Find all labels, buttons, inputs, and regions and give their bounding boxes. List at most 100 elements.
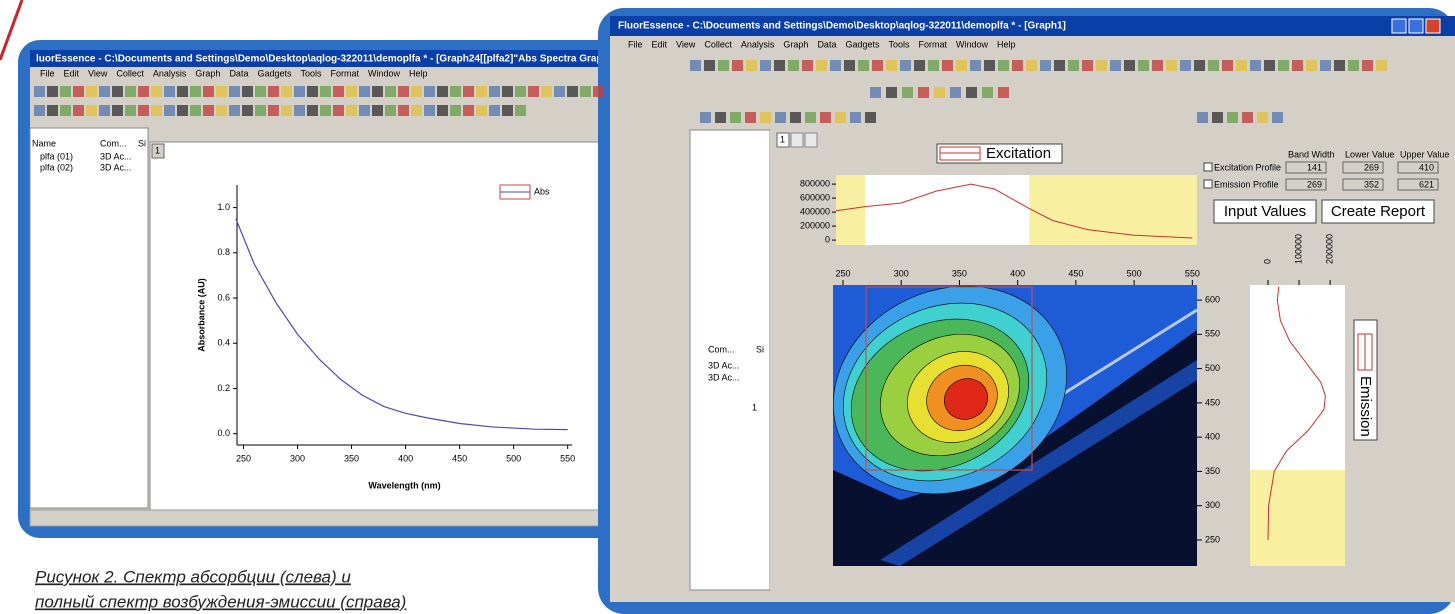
toolbar-button[interactable] [320, 86, 331, 97]
toolbar-button[interactable] [255, 86, 266, 97]
menu-item[interactable]: Help [997, 39, 1016, 49]
toolbar-button[interactable] [294, 86, 305, 97]
toolbar-button[interactable] [476, 86, 487, 97]
toolbar-button[interactable] [528, 86, 539, 97]
checkbox[interactable] [1204, 163, 1212, 171]
toolbar-button[interactable] [730, 112, 741, 123]
toolbar-button[interactable] [950, 87, 961, 98]
toolbar-button[interactable] [984, 60, 995, 71]
toolbar-button[interactable] [60, 86, 71, 97]
menu-item[interactable]: Window [368, 68, 401, 78]
toolbar-button[interactable] [1152, 60, 1163, 71]
toolbar-button[interactable] [320, 105, 331, 116]
menu-item[interactable]: View [676, 39, 696, 49]
menu-item[interactable]: Analysis [741, 39, 775, 49]
toolbar-button[interactable] [970, 60, 981, 71]
toolbar-button[interactable] [216, 105, 227, 116]
menu-item[interactable]: Analysis [153, 68, 187, 78]
toolbar-button[interactable] [86, 105, 97, 116]
toolbar-button[interactable] [746, 60, 757, 71]
toolbar-button[interactable] [437, 105, 448, 116]
toolbar-button[interactable] [515, 105, 526, 116]
toolbar-button[interactable] [515, 86, 526, 97]
toolbar-button[interactable] [1197, 112, 1208, 123]
toolbar-button[interactable] [1194, 60, 1205, 71]
toolbar-button[interactable] [86, 86, 97, 97]
menu-item[interactable]: Edit [652, 39, 668, 49]
toolbar-button[interactable] [1012, 60, 1023, 71]
toolbar-button[interactable] [255, 105, 266, 116]
toolbar-button[interactable] [858, 60, 869, 71]
toolbar-button[interactable] [745, 112, 756, 123]
toolbar-button[interactable] [73, 86, 84, 97]
toolbar-button[interactable] [47, 105, 58, 116]
toolbar-button[interactable] [281, 86, 292, 97]
toolbar-button[interactable] [229, 105, 240, 116]
toolbar-button[interactable] [802, 60, 813, 71]
toolbar-button[interactable] [346, 86, 357, 97]
toolbar-button[interactable] [411, 86, 422, 97]
toolbar-button[interactable] [1040, 60, 1051, 71]
toolbar-button[interactable] [47, 86, 58, 97]
toolbar-button[interactable] [34, 86, 45, 97]
toolbar-button[interactable] [760, 112, 771, 123]
toolbar-button[interactable] [34, 105, 45, 116]
toolbar-button[interactable] [372, 86, 383, 97]
menu-item[interactable]: Format [331, 68, 360, 78]
toolbar-button[interactable] [73, 105, 84, 116]
maximize-button[interactable] [1409, 19, 1423, 33]
toolbar-button[interactable] [1054, 60, 1065, 71]
toolbar-button[interactable] [138, 105, 149, 116]
menu-item[interactable]: Tools [888, 39, 910, 49]
toolbar-button[interactable] [1272, 112, 1283, 123]
toolbar-button[interactable] [900, 60, 911, 71]
checkbox[interactable] [1204, 180, 1212, 188]
toolbar-button[interactable] [489, 86, 500, 97]
toolbar-button[interactable] [700, 112, 711, 123]
toolbar-button[interactable] [385, 105, 396, 116]
toolbar-button[interactable] [489, 105, 500, 116]
toolbar-button[interactable] [1180, 60, 1191, 71]
toolbar-button[interactable] [1264, 60, 1275, 71]
toolbar-button[interactable] [398, 105, 409, 116]
toolbar-button[interactable] [541, 86, 552, 97]
toolbar-button[interactable] [998, 60, 1009, 71]
toolbar-button[interactable] [60, 105, 71, 116]
close-button[interactable] [1426, 19, 1440, 33]
toolbar-button[interactable] [715, 112, 726, 123]
toolbar-button[interactable] [718, 60, 729, 71]
toolbar-button[interactable] [138, 86, 149, 97]
toolbar-button[interactable] [998, 87, 1009, 98]
toolbar-button[interactable] [774, 60, 785, 71]
toolbar-button[interactable] [112, 105, 123, 116]
toolbar-button[interactable] [190, 86, 201, 97]
toolbar-button[interactable] [242, 86, 253, 97]
toolbar-button[interactable] [216, 86, 227, 97]
toolbar-button[interactable] [1227, 112, 1238, 123]
toolbar-button[interactable] [1242, 112, 1253, 123]
toolbar-button[interactable] [934, 87, 945, 98]
toolbar-button[interactable] [1096, 60, 1107, 71]
toolbar-button[interactable] [203, 105, 214, 116]
toolbar-button[interactable] [1026, 60, 1037, 71]
minimize-button[interactable] [1392, 19, 1406, 33]
toolbar-button[interactable] [268, 86, 279, 97]
menu-item[interactable]: Data [229, 68, 248, 78]
toolbar-button[interactable] [359, 86, 370, 97]
toolbar-button[interactable] [1124, 60, 1135, 71]
toolbar-button[interactable] [835, 112, 846, 123]
toolbar-button[interactable] [307, 86, 318, 97]
toolbar-button[interactable] [476, 105, 487, 116]
toolbar-button[interactable] [805, 112, 816, 123]
toolbar-button[interactable] [966, 87, 977, 98]
toolbar-button[interactable] [567, 86, 578, 97]
toolbar-button[interactable] [928, 60, 939, 71]
toolbar-button[interactable] [385, 86, 396, 97]
toolbar-button[interactable] [294, 105, 305, 116]
toolbar-button[interactable] [690, 60, 701, 71]
toolbar-button[interactable] [268, 105, 279, 116]
menu-item[interactable]: Collect [704, 39, 732, 49]
toolbar-button[interactable] [1082, 60, 1093, 71]
toolbar-button[interactable] [177, 105, 188, 116]
toolbar-button[interactable] [914, 60, 925, 71]
